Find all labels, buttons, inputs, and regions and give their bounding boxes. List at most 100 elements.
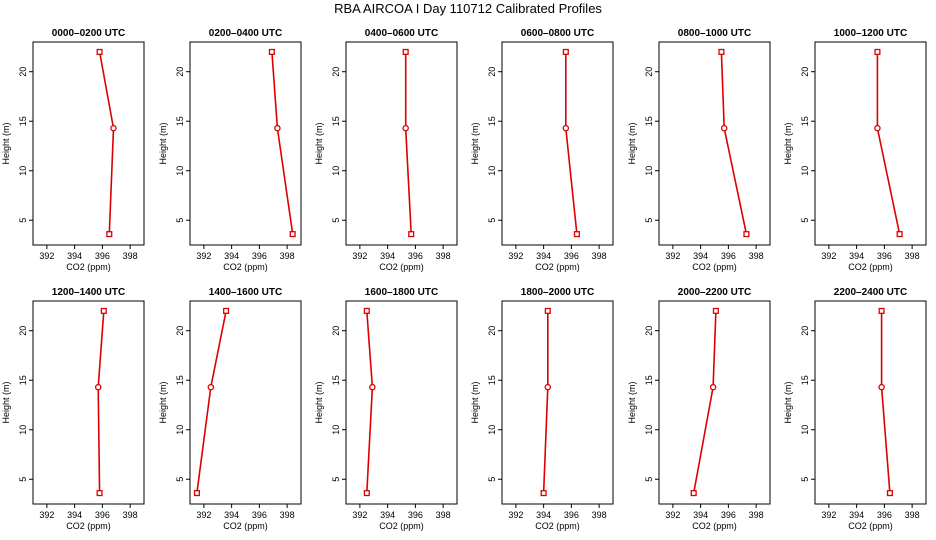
panel-11-series-line bbox=[692, 310, 717, 494]
panel-10-xtick-label: 396 bbox=[564, 510, 579, 520]
panel-7-ytick-label: 20 bbox=[18, 326, 28, 336]
panel-8-ytick-label: 20 bbox=[175, 326, 185, 336]
panel-7-xlabel: CO2 (ppm) bbox=[66, 521, 111, 531]
panel-1-ytick-label: 10 bbox=[18, 166, 28, 176]
panel-10-ytick-label: 20 bbox=[487, 326, 497, 336]
panel-4-data-point bbox=[562, 124, 570, 132]
panel-2-xtick-label: 396 bbox=[252, 251, 267, 261]
panel-7-data-point bbox=[100, 307, 107, 314]
panel-10-xtick-label: 392 bbox=[508, 510, 523, 520]
panel-1-xlabel: CO2 (ppm) bbox=[66, 262, 111, 272]
panel-8-xtick-label: 398 bbox=[280, 510, 295, 520]
panel-7-series-line bbox=[97, 310, 105, 494]
panel-9-xlabel: CO2 (ppm) bbox=[379, 521, 424, 531]
panel-8-series-line bbox=[196, 310, 227, 494]
panel-11-ytick-label: 5 bbox=[644, 477, 654, 482]
panel-4-frame bbox=[501, 41, 614, 246]
panel-6-frame bbox=[814, 41, 927, 246]
panel-3-title: 0400–0600 UTC bbox=[365, 28, 438, 39]
panel-6-data-point bbox=[874, 124, 881, 132]
panel-10-xlabel: CO2 (ppm) bbox=[535, 521, 580, 531]
panel-11-xtick-label: 396 bbox=[721, 510, 736, 520]
page-title: RBA AIRCOA I Day 110712 Calibrated Profi… bbox=[334, 1, 602, 16]
panel-8-ylabel: Height (m) bbox=[158, 381, 168, 423]
panel-12-xtick-label: 394 bbox=[849, 510, 864, 520]
panel-12-ylabel: Height (m) bbox=[783, 381, 793, 423]
panel-2-data-point bbox=[274, 124, 281, 132]
panel-12-series-line bbox=[880, 310, 891, 494]
panel-3-xtick-label: 394 bbox=[380, 251, 395, 261]
panel-12-ytick-label: 20 bbox=[800, 326, 810, 336]
panel-8-frame bbox=[189, 300, 302, 505]
panel-8-xtick-label: 394 bbox=[224, 510, 239, 520]
panel-3-data-point bbox=[402, 124, 409, 132]
panel-4-data-point bbox=[573, 231, 580, 238]
panel-11-ylabel: Height (m) bbox=[627, 381, 637, 423]
panel-3-xtick-label: 396 bbox=[408, 251, 423, 261]
panel-2-series-line bbox=[271, 51, 294, 235]
panel-4-ylabel: Height (m) bbox=[470, 122, 480, 164]
panel-2-data-point bbox=[268, 48, 275, 55]
panel-7-xtick-label: 396 bbox=[95, 510, 110, 520]
panel-8-xtick-label: 392 bbox=[196, 510, 211, 520]
panel-7-frame bbox=[32, 300, 145, 505]
panel-5-ytick-label: 5 bbox=[644, 218, 654, 223]
panel-4-title: 0600–0800 UTC bbox=[521, 28, 594, 39]
panel-1-ytick-label: 20 bbox=[18, 67, 28, 77]
panel-8-data-point bbox=[223, 307, 230, 314]
panel-1-series-line bbox=[98, 51, 115, 235]
panel-11-xtick-label: 394 bbox=[693, 510, 708, 520]
panel-9-xtick-label: 392 bbox=[352, 510, 367, 520]
panel-9-xtick-label: 398 bbox=[436, 510, 451, 520]
panel-9-data-point bbox=[363, 307, 370, 314]
panel-3-ytick-label: 20 bbox=[331, 67, 341, 77]
panel-1-ytick-label: 15 bbox=[18, 116, 28, 126]
panel-12-data-point bbox=[878, 307, 885, 314]
panel-1-frame bbox=[32, 41, 145, 246]
panel-2-data-point bbox=[289, 231, 296, 238]
panel-12-data-point bbox=[878, 383, 885, 391]
panel-12-ytick-label: 10 bbox=[800, 425, 810, 435]
panel-1-data-point bbox=[110, 124, 117, 132]
panel-11-xtick-label: 392 bbox=[665, 510, 680, 520]
panel-9-ylabel: Height (m) bbox=[314, 381, 324, 423]
panel-11-data-point bbox=[709, 383, 717, 391]
panel-8-title: 1400–1600 UTC bbox=[209, 287, 282, 298]
panel-9-frame bbox=[345, 300, 458, 505]
panel-5-ytick-label: 15 bbox=[644, 116, 654, 126]
panel-4-ytick-label: 10 bbox=[487, 166, 497, 176]
panel-6-xtick-label: 398 bbox=[905, 251, 920, 261]
panel-5-xtick-label: 398 bbox=[749, 251, 764, 261]
panel-6-series-line bbox=[876, 51, 901, 235]
panel-5-xlabel: CO2 (ppm) bbox=[692, 262, 737, 272]
panel-9-ytick-label: 15 bbox=[331, 375, 341, 385]
panel-7-xtick-label: 398 bbox=[123, 510, 138, 520]
panel-10-title: 1800–2000 UTC bbox=[521, 287, 594, 298]
panel-6-xtick-label: 394 bbox=[849, 251, 864, 261]
panel-10-series-line bbox=[542, 310, 549, 494]
panel-3-xlabel: CO2 (ppm) bbox=[379, 262, 424, 272]
panel-5-title: 0800–1000 UTC bbox=[678, 28, 751, 39]
panel-3-xtick-label: 398 bbox=[436, 251, 451, 261]
panel-11-xtick-label: 398 bbox=[749, 510, 764, 520]
panel-12-title: 2200–2400 UTC bbox=[834, 287, 907, 298]
panel-5-ytick-label: 20 bbox=[644, 67, 654, 77]
panel-10-frame bbox=[501, 300, 614, 505]
panel-6-ytick-label: 20 bbox=[800, 67, 810, 77]
panel-2-ytick-label: 20 bbox=[175, 67, 185, 77]
panel-6-xtick-label: 396 bbox=[877, 251, 892, 261]
panel-12-ytick-label: 15 bbox=[800, 375, 810, 385]
panel-7-xtick-label: 392 bbox=[39, 510, 54, 520]
panel-9-xtick-label: 396 bbox=[408, 510, 423, 520]
panel-11-frame bbox=[658, 300, 771, 505]
panel-3-ytick-label: 10 bbox=[331, 166, 341, 176]
panel-3-series-line bbox=[404, 51, 412, 235]
panel-9-ytick-label: 20 bbox=[331, 326, 341, 336]
panel-1-xtick-label: 394 bbox=[67, 251, 82, 261]
panel-9-ytick-label: 5 bbox=[331, 477, 341, 482]
panel-4-xtick-label: 396 bbox=[564, 251, 579, 261]
panel-8-xtick-label: 396 bbox=[252, 510, 267, 520]
panel-2-title: 0200–0400 UTC bbox=[209, 28, 282, 39]
panel-7-ylabel: Height (m) bbox=[1, 381, 11, 423]
